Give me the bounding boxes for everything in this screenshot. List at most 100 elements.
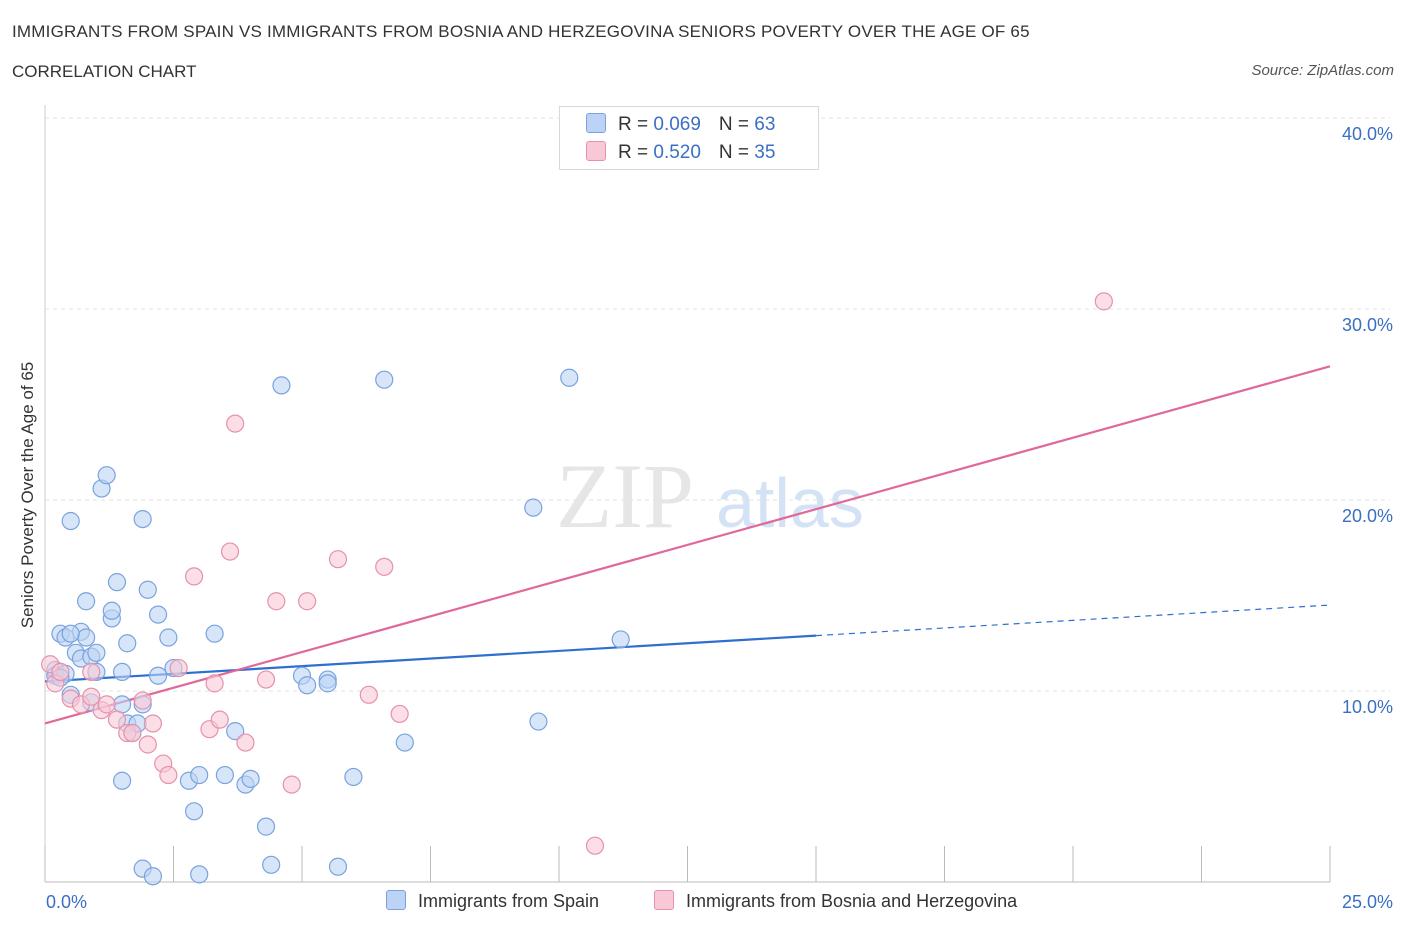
bosnia-point <box>123 723 142 743</box>
spain-point <box>272 376 291 395</box>
legend-swatch-bosnia <box>586 141 606 161</box>
bosnia-point <box>107 710 127 729</box>
spain-point <box>112 662 132 682</box>
spain-point <box>77 592 96 611</box>
spain-point <box>112 695 132 714</box>
spain-point <box>262 855 281 874</box>
legend-n-value: 35 <box>754 142 776 163</box>
data-points <box>41 292 1113 886</box>
legend-r-label: R = <box>618 142 654 163</box>
legend-r-label: R = <box>618 114 654 135</box>
bosnia-point <box>169 658 188 678</box>
legend-row-bosnia: R = 0.520 N = 35 <box>586 141 775 163</box>
grid-lines <box>45 117 1390 692</box>
bosnia-trend-line <box>44 365 1331 725</box>
spain-point <box>159 628 178 647</box>
spain-point <box>61 511 80 531</box>
spain-trend-extension <box>815 604 1331 637</box>
source-credit: Source: ZipAtlas.com <box>1251 62 1394 79</box>
bosnia-point <box>159 765 178 785</box>
y-tick-label: 10.0% <box>1342 697 1393 717</box>
watermark-zip: ZIP <box>556 445 694 547</box>
bosnia-point <box>375 557 394 576</box>
y-tick-label: 40.0% <box>1342 124 1393 144</box>
legend-label-bosnia: Immigrants from Bosnia and Herzegovina <box>686 891 1018 911</box>
legend-r-value: 0.069 <box>653 114 701 135</box>
bosnia-point <box>328 550 348 569</box>
legend-n-label: N = <box>718 142 755 163</box>
spain-point <box>529 712 548 731</box>
bosnia-point <box>585 836 605 855</box>
bosnia-point <box>133 691 152 710</box>
tick-labels: 10.0% 20.0% 30.0% 40.0% 0.0% 25.0% <box>46 124 1393 912</box>
bosnia-point <box>138 735 157 754</box>
spain-point <box>118 634 137 653</box>
spain-point <box>205 624 224 643</box>
spain-point <box>318 674 337 693</box>
legend-r-value: 0.520 <box>653 142 701 163</box>
y-tick-label: 30.0% <box>1342 315 1393 335</box>
bosnia-point <box>298 592 317 611</box>
spain-point <box>560 368 579 387</box>
bosnia-point <box>205 674 224 693</box>
spain-point <box>298 676 317 695</box>
y-tick-label: 20.0% <box>1342 506 1393 526</box>
axes <box>44 105 1331 883</box>
spain-point <box>107 573 127 592</box>
zipatlas-watermark: ZIP atlas <box>556 445 864 547</box>
legend-swatch-spain <box>386 890 406 910</box>
bosnia-point <box>143 714 163 733</box>
x-tick-label: 0.0% <box>46 892 87 912</box>
bosnia-point <box>220 542 240 561</box>
legend-swatch-bosnia <box>654 890 674 910</box>
spain-point <box>375 370 394 389</box>
spain-point <box>256 817 276 836</box>
legend-label-spain: Immigrants from Spain <box>418 891 600 911</box>
bosnia-point <box>210 710 229 729</box>
bosnia-point <box>82 662 101 682</box>
spain-point <box>226 722 245 741</box>
bosnia-point <box>267 592 286 611</box>
spain-point <box>77 628 96 647</box>
spain-point <box>611 630 630 649</box>
legend-item-spain[interactable]: Immigrants from Spain <box>386 890 599 912</box>
spain-point <box>133 509 152 529</box>
spain-point <box>344 767 363 787</box>
bosnia-point <box>282 775 301 794</box>
bosnia-point <box>97 695 116 714</box>
spain-point <box>148 666 168 685</box>
spain-point <box>61 624 80 643</box>
legend-swatch-spain <box>586 113 606 133</box>
spain-point <box>148 605 168 624</box>
correlation-legend: R = 0.069 N = 63 R = 0.520 N = 35 <box>559 106 819 170</box>
spain-point <box>395 733 414 752</box>
bosnia-point <box>184 567 204 586</box>
bosnia-point <box>256 670 276 689</box>
spain-point <box>112 771 132 790</box>
spain-point <box>215 765 234 785</box>
spain-point <box>241 769 260 788</box>
spain-point <box>102 601 121 620</box>
spain-point <box>97 466 116 485</box>
bosnia-point <box>390 704 409 724</box>
bosnia-point <box>51 662 70 682</box>
bosnia-point <box>1094 292 1113 311</box>
chart-title: IMMIGRANTS FROM SPAIN VS IMMIGRANTS FROM… <box>12 22 1030 41</box>
spain-point <box>143 867 163 886</box>
bosnia-point <box>236 733 255 752</box>
legend-row-spain: R = 0.069 N = 63 <box>586 113 775 135</box>
x-tick-label: 25.0% <box>1342 892 1393 912</box>
spain-point <box>138 580 157 599</box>
spain-point <box>524 498 543 517</box>
legend-item-bosnia[interactable]: Immigrants from Bosnia and Herzegovina <box>654 890 1017 912</box>
bosnia-point <box>226 414 245 433</box>
series-legend: Immigrants from Spain Immigrants from Bo… <box>0 890 1406 914</box>
bosnia-point <box>82 687 101 706</box>
legend-n-value: 63 <box>754 114 776 135</box>
spain-point <box>184 802 204 821</box>
legend-n-label: N = <box>718 114 755 135</box>
spain-point <box>87 643 106 662</box>
chart-subtitle: CORRELATION CHART <box>12 62 197 81</box>
spain-point <box>328 857 348 876</box>
